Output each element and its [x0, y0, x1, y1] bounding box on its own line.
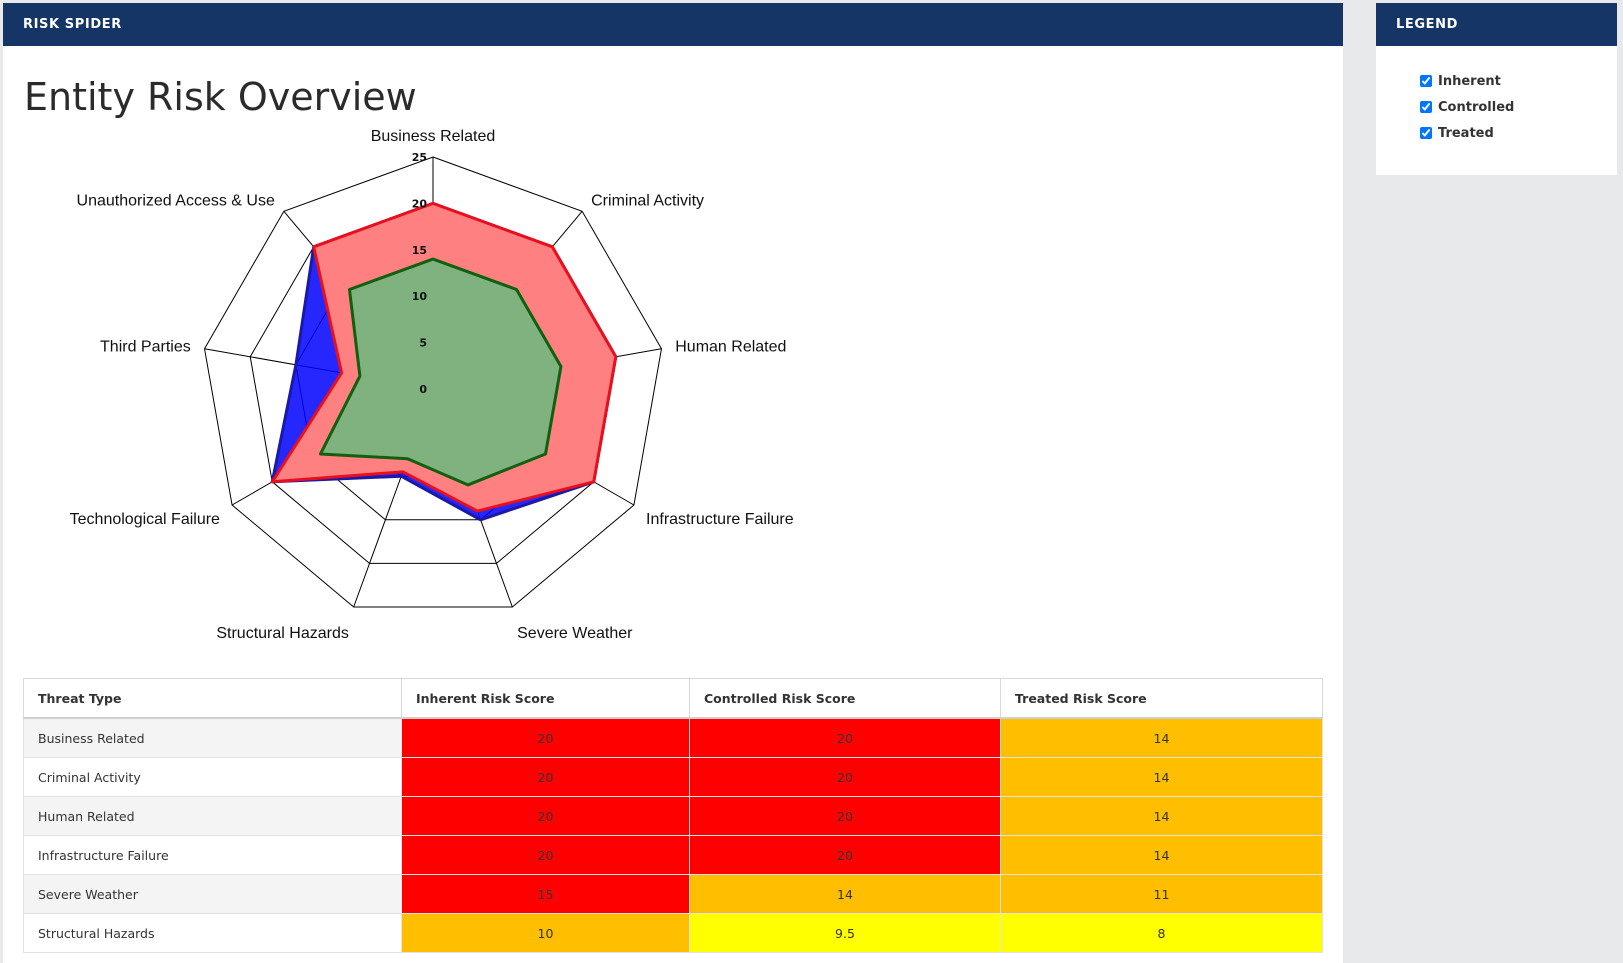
inherent-score-cell: 10 — [401, 913, 690, 953]
legend-header: LEGEND — [1376, 3, 1617, 46]
radar-tick-label: 25 — [412, 151, 427, 164]
table-row: Business Related 20 20 14 — [23, 717, 1323, 758]
column-header-controlled[interactable]: Controlled Risk Score — [689, 678, 1001, 719]
radar-tick-label: 20 — [412, 197, 428, 210]
inherent-score-cell: 20 — [401, 717, 690, 758]
treated-score-cell: 8 — [1000, 913, 1323, 953]
legend-item-inherent[interactable]: Inherent — [1420, 68, 1617, 94]
radar-chart-container: 0 5 10 15 20 25 Business Related Criminal Acti… — [3, 113, 863, 673]
radar-axis-label: Severe Weather — [517, 625, 633, 642]
page-title: Entity Risk Overview — [24, 75, 417, 119]
controlled-score-cell: 20 — [689, 757, 1001, 797]
inherent-score-cell: 20 — [401, 757, 690, 797]
risk-spider-header: RISK SPIDER — [3, 3, 1343, 46]
risk-table: Threat Type Inherent Risk Score Controll… — [23, 678, 1323, 953]
radar-axis-label: Business Related — [371, 128, 496, 145]
column-header-inherent[interactable]: Inherent Risk Score — [401, 678, 690, 719]
radar-ticks: 0 5 10 15 20 25 — [412, 151, 428, 396]
table-header-row: Threat Type Inherent Risk Score Controll… — [23, 678, 1323, 719]
legend-checkbox-inherent[interactable] — [1420, 75, 1432, 87]
legend-label: Inherent — [1438, 73, 1501, 89]
threat-type-cell: Infrastructure Failure — [23, 835, 402, 875]
treated-score-cell: 14 — [1000, 757, 1323, 797]
controlled-score-cell: 9.5 — [689, 913, 1001, 953]
controlled-score-cell: 20 — [689, 835, 1001, 875]
column-header-threat-type[interactable]: Threat Type — [23, 678, 402, 719]
threat-type-cell: Business Related — [23, 717, 402, 758]
legend-label: Treated — [1438, 125, 1494, 141]
treated-score-cell: 14 — [1000, 835, 1323, 875]
legend-checkbox-controlled[interactable] — [1420, 101, 1432, 113]
inherent-score-cell: 20 — [401, 835, 690, 875]
radar-series — [270, 201, 618, 522]
table-row: Severe Weather 15 14 11 — [23, 874, 1323, 914]
treated-score-cell: 14 — [1000, 717, 1323, 758]
table-row: Structural Hazards 10 9.5 8 — [23, 913, 1323, 953]
table-row: Human Related 20 20 14 — [23, 796, 1323, 836]
radar-tick-label: 15 — [412, 244, 427, 257]
threat-type-cell: Severe Weather — [23, 874, 402, 914]
radar-series-treated — [318, 257, 563, 487]
radar-tick-label: 10 — [412, 290, 428, 303]
radar-tick-label: 0 — [419, 383, 427, 396]
radar-axis-label: Unauthorized Access & Use — [77, 193, 275, 210]
threat-type-cell: Structural Hazards — [23, 913, 402, 953]
legend-panel: LEGEND Inherent Controlled Treated — [1376, 3, 1617, 175]
threat-type-cell: Human Related — [23, 796, 402, 836]
table-row: Infrastructure Failure 20 20 14 — [23, 835, 1323, 875]
legend-label: Controlled — [1438, 99, 1515, 115]
legend-item-treated[interactable]: Treated — [1420, 120, 1617, 146]
inherent-score-cell: 20 — [401, 796, 690, 836]
radar-axis-label: Technological Failure — [70, 511, 220, 528]
radar-axis-label: Third Parties — [100, 338, 191, 355]
table-row: Criminal Activity 20 20 14 — [23, 757, 1323, 797]
radar-axis-label: Infrastructure Failure — [646, 511, 794, 528]
treated-score-cell: 14 — [1000, 796, 1323, 836]
controlled-score-cell: 20 — [689, 796, 1001, 836]
threat-type-cell: Criminal Activity — [23, 757, 402, 797]
legend-checkbox-treated[interactable] — [1420, 127, 1432, 139]
risk-spider-panel: RISK SPIDER Entity Risk Overview 0 5 10 15 2… — [3, 3, 1343, 963]
legend-item-controlled[interactable]: Controlled — [1420, 94, 1617, 120]
radar-grid-ring — [204, 156, 662, 608]
controlled-score-cell: 20 — [689, 717, 1001, 758]
radar-axis-label: Structural Hazards — [216, 625, 349, 642]
radar-chart: 0 5 10 15 20 25 Business Related Criminal Acti… — [70, 128, 794, 642]
column-header-treated[interactable]: Treated Risk Score — [1000, 678, 1323, 719]
legend-items: Inherent Controlled Treated — [1376, 46, 1617, 146]
controlled-score-cell: 14 — [689, 874, 1001, 914]
inherent-score-cell: 15 — [401, 874, 690, 914]
radar-axis-label: Criminal Activity — [591, 193, 704, 210]
radar-axis-label: Human Related — [675, 338, 786, 355]
treated-score-cell: 11 — [1000, 874, 1323, 914]
table-body: Business Related 20 20 14 Criminal Activity 2… — [23, 717, 1323, 953]
radar-tick-label: 5 — [419, 337, 427, 350]
radar-axis-labels: Business Related Criminal Activity Human R… — [70, 128, 794, 642]
